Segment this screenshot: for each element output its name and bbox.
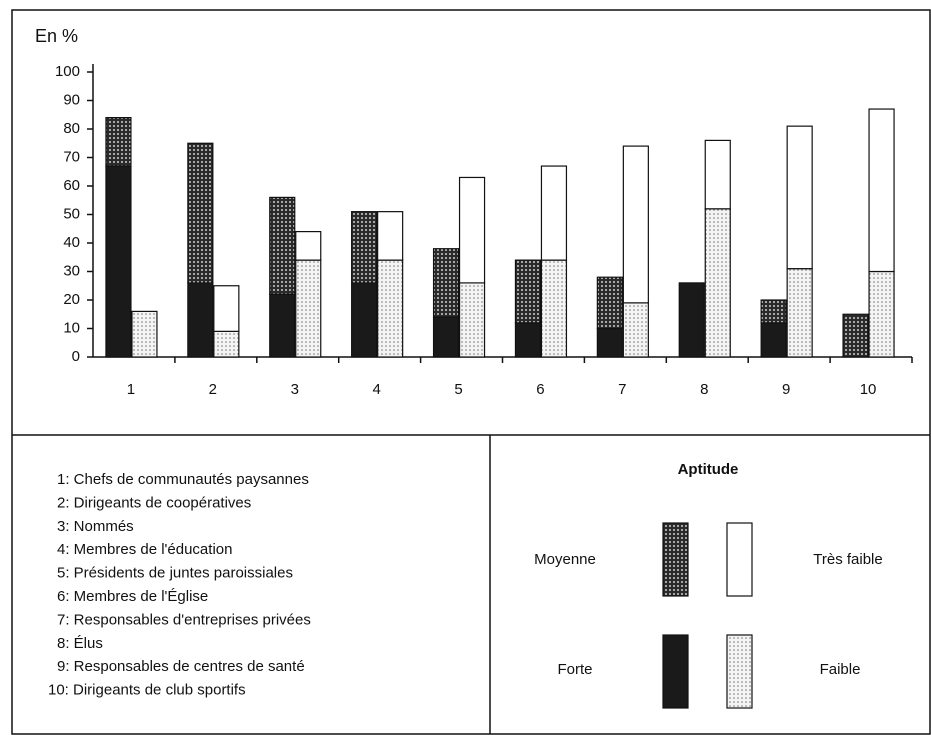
y-tick-label: 100 bbox=[55, 63, 80, 80]
bar-segment bbox=[868, 270, 895, 358]
y-tick-label: 20 bbox=[63, 291, 80, 308]
bar-segment bbox=[105, 116, 132, 167]
key-entry: 3: Nommés bbox=[57, 518, 134, 535]
bar-segment bbox=[131, 310, 158, 358]
x-tick-label: 9 bbox=[782, 381, 790, 398]
x-tick-label: 7 bbox=[618, 381, 626, 398]
key-entry: 10: Dirigeants de club sportifs bbox=[48, 682, 246, 699]
bar-segment bbox=[678, 282, 705, 358]
bar-segment bbox=[432, 316, 460, 358]
bar-segment bbox=[514, 322, 542, 358]
frame bbox=[11, 9, 931, 735]
bar-segment bbox=[377, 211, 404, 261]
bar-segment bbox=[432, 248, 460, 318]
bar-segment bbox=[622, 145, 649, 304]
bar-segment bbox=[213, 285, 240, 332]
bar-segment bbox=[295, 259, 322, 358]
bar-segment bbox=[786, 268, 813, 358]
bar-segment bbox=[540, 165, 568, 261]
x-tick-label: 4 bbox=[372, 381, 380, 398]
y-tick-label: 40 bbox=[63, 234, 80, 251]
bar-segment bbox=[187, 142, 214, 284]
y-tick-label: 10 bbox=[63, 319, 80, 336]
bar-segment bbox=[786, 125, 813, 270]
bar-segment bbox=[295, 231, 322, 261]
bar-segment bbox=[213, 330, 240, 358]
key-entry: 6: Membres de l'Église bbox=[57, 588, 208, 605]
legend-swatch bbox=[662, 522, 689, 597]
bar-segment bbox=[760, 322, 787, 358]
bar-segment bbox=[622, 302, 649, 358]
key-entry: 1: Chefs de communautés paysannes bbox=[57, 471, 309, 488]
bar-segment bbox=[351, 282, 378, 358]
bar-segment bbox=[868, 108, 895, 273]
legend-label: Moyenne bbox=[534, 551, 596, 568]
legend-swatch bbox=[726, 634, 753, 709]
axis-label: En % bbox=[35, 26, 78, 46]
bar-segment bbox=[760, 299, 787, 324]
key-entry: 7: Responsables d'entreprises privées bbox=[57, 611, 311, 628]
bar-segment bbox=[458, 176, 486, 284]
x-tick-label: 2 bbox=[209, 381, 217, 398]
bar-segment bbox=[458, 282, 486, 358]
bar-segment bbox=[351, 211, 378, 284]
key-entry: 5: Présidents de juntes paroissiales bbox=[57, 565, 293, 582]
bar-segment bbox=[269, 196, 296, 295]
legend-swatch bbox=[662, 634, 689, 709]
legend-label: Très faible bbox=[813, 551, 882, 568]
legend-swatch bbox=[726, 522, 753, 597]
bar-segment bbox=[514, 259, 542, 324]
x-tick-label: 8 bbox=[700, 381, 708, 398]
bar-segment bbox=[704, 139, 731, 210]
y-tick-label: 90 bbox=[63, 91, 80, 108]
bar-segment bbox=[540, 259, 568, 358]
bar-segment bbox=[596, 327, 623, 358]
x-tick-label: 5 bbox=[454, 381, 462, 398]
bar-segment bbox=[187, 282, 214, 358]
bar-segment bbox=[269, 293, 296, 358]
legend-label: Forte bbox=[557, 661, 592, 678]
key-entry: 9: Responsables de centres de santé bbox=[57, 658, 305, 675]
y-tick-label: 0 bbox=[72, 348, 80, 365]
legend-title: Aptitude bbox=[678, 461, 739, 478]
x-tick-label: 10 bbox=[860, 381, 877, 398]
bar-segment bbox=[842, 313, 869, 358]
bar-segment bbox=[704, 208, 731, 358]
x-tick-label: 1 bbox=[127, 381, 135, 398]
x-tick-label: 6 bbox=[536, 381, 544, 398]
y-tick-label: 30 bbox=[63, 262, 80, 279]
y-tick-label: 50 bbox=[63, 205, 80, 222]
key-entry: 8: Élus bbox=[57, 635, 103, 652]
y-tick-label: 70 bbox=[63, 148, 80, 165]
legend-label: Faible bbox=[820, 661, 861, 678]
y-tick-label: 60 bbox=[63, 177, 80, 194]
bar-segment bbox=[377, 259, 404, 358]
key-entry: 4: Membres de l'éducation bbox=[57, 541, 232, 558]
bar-segment bbox=[105, 165, 132, 358]
y-tick-label: 80 bbox=[63, 120, 80, 137]
x-tick-label: 3 bbox=[291, 381, 299, 398]
bar-segment bbox=[596, 276, 623, 330]
key-entry: 2: Dirigeants de coopératives bbox=[57, 494, 251, 511]
